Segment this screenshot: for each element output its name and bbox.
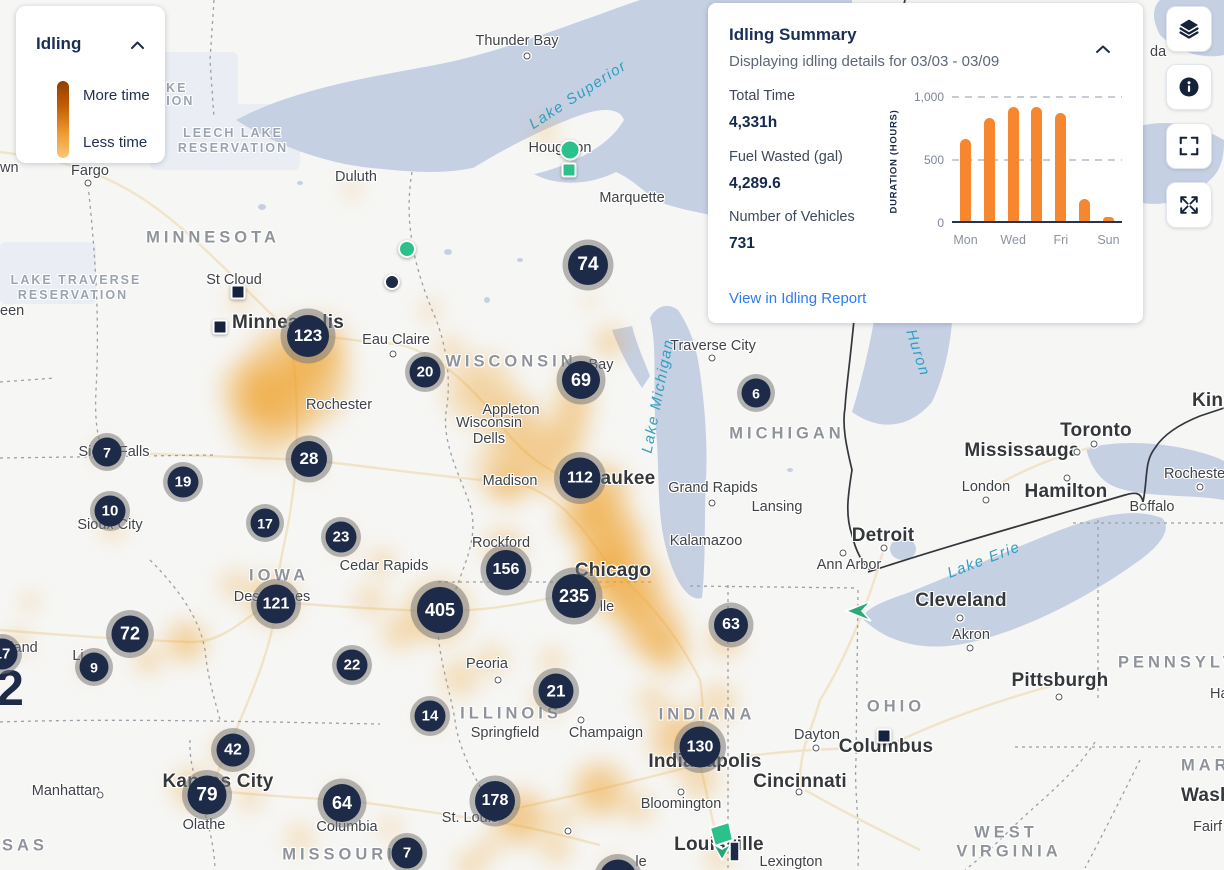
cluster-marker[interactable]: 235 <box>552 574 596 618</box>
cluster-marker[interactable]: 121 <box>256 584 296 624</box>
fullscreen-button[interactable] <box>1166 123 1212 169</box>
cluster-marker[interactable]: 63 <box>714 608 748 642</box>
cluster-marker[interactable]: 72 <box>111 615 149 653</box>
chart-x-ticks: Mon Wed Fri Sun <box>953 233 1120 247</box>
legend-more-label: More time <box>83 87 150 104</box>
layers-icon <box>1179 19 1199 39</box>
cluster-marker[interactable]: 178 <box>475 781 515 821</box>
duration-bar <box>1102 217 1114 221</box>
cluster-marker[interactable]: 17 <box>0 638 18 670</box>
cluster-marker[interactable]: 19 <box>167 466 199 498</box>
cluster-marker[interactable]: 64 <box>323 784 361 822</box>
cluster-marker[interactable]: 130 <box>679 726 721 768</box>
cluster-marker[interactable]: 42 <box>216 733 250 767</box>
chevron-up-icon[interactable] <box>1095 41 1111 59</box>
cluster-marker[interactable]: 20 <box>409 356 441 388</box>
view-idling-report-link[interactable]: View in Idling Report <box>729 290 867 307</box>
cluster-marker[interactable]: 7 <box>92 437 122 467</box>
duration-bar <box>983 118 995 221</box>
chart-plot-area <box>952 96 1122 223</box>
cluster-marker[interactable]: 112 <box>559 457 601 499</box>
cluster-marker[interactable]: 9 <box>79 652 109 682</box>
layers-button[interactable] <box>1166 6 1212 52</box>
duration-bar <box>1007 107 1019 221</box>
idling-gradient-bar <box>57 81 69 158</box>
duration-bar <box>1079 199 1091 221</box>
cluster-marker[interactable]: 21 <box>538 673 574 709</box>
cluster-marker[interactable]: 123 <box>287 315 329 357</box>
duration-bar <box>1055 113 1067 221</box>
summary-subtitle: Displaying idling details for 03/03 - 03… <box>729 53 1000 70</box>
expand-icon <box>1180 196 1198 214</box>
duration-bar <box>960 139 971 221</box>
legend-title: Idling <box>36 34 82 53</box>
cluster-marker[interactable]: 14 <box>414 700 446 732</box>
cluster-marker[interactable]: 23 <box>325 521 357 553</box>
chart-y-ticks: 0 500 1,000 <box>913 90 944 230</box>
legend-less-label: Less time <box>83 134 148 151</box>
info-icon <box>1179 77 1199 97</box>
fullscreen-icon <box>1179 136 1199 156</box>
chart-y-axis-label: DURATION (HOURS) <box>888 109 900 214</box>
cluster-marker[interactable]: 79 <box>187 775 227 815</box>
cluster-marker[interactable]: 7 <box>391 837 423 869</box>
cluster-marker[interactable]: 6 <box>741 378 771 408</box>
cluster-marker[interactable]: 22 <box>336 649 368 681</box>
summary-title: Idling Summary <box>729 25 857 44</box>
chevron-up-icon[interactable] <box>130 37 145 55</box>
cluster-marker[interactable]: 10 <box>94 495 126 527</box>
info-button[interactable] <box>1166 64 1212 110</box>
cluster-marker[interactable]: 69 <box>562 361 600 399</box>
expand-button[interactable] <box>1166 182 1212 228</box>
duration-bar <box>1031 107 1043 221</box>
idling-bar-chart: DURATION (HOURS) 0 500 1,000 Mon Wed Fri Sun <box>708 87 1143 273</box>
cluster-marker[interactable]: 28 <box>291 441 327 477</box>
cluster-marker[interactable]: 405 <box>417 587 463 633</box>
cluster-marker[interactable]: 156 <box>486 550 526 590</box>
cluster-marker[interactable] <box>599 859 637 870</box>
idling-summary-panel: Idling Summary Displaying idling details… <box>708 3 1143 323</box>
idling-legend-panel: Idling More time Less time <box>16 6 165 163</box>
cluster-marker[interactable]: 17 <box>250 508 280 538</box>
cluster-marker[interactable]: 74 <box>568 245 608 285</box>
